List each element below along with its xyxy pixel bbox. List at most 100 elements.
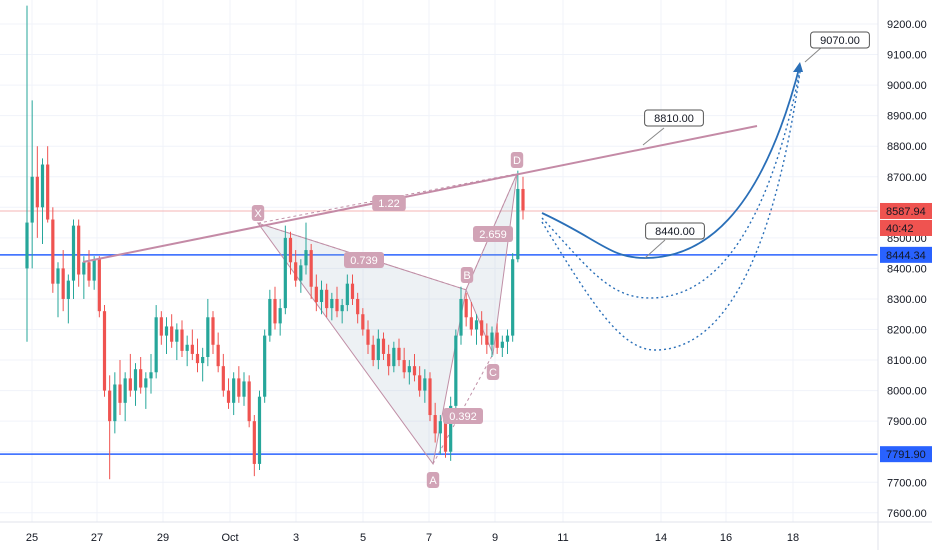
candle — [97, 256, 101, 318]
candle-body — [459, 298, 463, 336]
candle-body — [294, 262, 298, 281]
projection-dotted-path-1 — [541, 69, 801, 299]
candle-body — [511, 259, 515, 336]
candle-body — [268, 298, 272, 336]
candle-body — [376, 338, 380, 361]
candle-body — [175, 329, 179, 342]
candle — [170, 314, 174, 348]
candle-body — [433, 415, 437, 434]
y-tick-label: 8800.00 — [887, 141, 927, 153]
candle — [61, 250, 65, 312]
candle — [190, 329, 194, 361]
candle — [113, 372, 117, 434]
trend-label-pointer — [642, 127, 665, 146]
projection-target-callout-text: 9070.00 — [820, 35, 860, 47]
candle-body — [263, 335, 267, 397]
candle — [423, 369, 427, 403]
level-price-badge-text: 7791.90 — [886, 449, 926, 461]
candle — [361, 308, 365, 336]
candle-body — [356, 298, 360, 315]
y-tick-label: 8300.00 — [887, 294, 927, 306]
candle-body — [71, 225, 76, 281]
candle-body — [113, 384, 117, 422]
candle — [459, 286, 463, 345]
candle — [92, 256, 96, 290]
x-tick-label: 27 — [91, 532, 103, 544]
candle — [159, 311, 163, 345]
x-tick-label: 29 — [157, 532, 169, 544]
x-tick-label: 25 — [26, 532, 38, 544]
candle-body — [30, 176, 34, 223]
candle — [412, 353, 417, 382]
candle — [500, 335, 504, 357]
candle — [82, 256, 86, 299]
pattern-ratio-label: 2.659 — [473, 226, 513, 242]
y-tick-label: 7600.00 — [887, 508, 927, 520]
pattern-point-c: C — [486, 364, 500, 380]
candle — [164, 317, 169, 354]
x-tick-label: Oct — [221, 532, 238, 544]
candle — [123, 372, 127, 422]
y-tick-label: 8700.00 — [887, 172, 927, 184]
countdown-badge-text: 40:42 — [886, 223, 914, 235]
y-tick-label: 9100.00 — [887, 50, 927, 62]
pattern-point-c-box — [486, 364, 500, 380]
candle-body — [283, 237, 287, 309]
level-price-badge-box — [880, 446, 932, 463]
candle — [154, 305, 158, 379]
candle-body — [495, 332, 499, 348]
candle-body — [407, 366, 411, 373]
projection-low-callout-text: 8440.00 — [655, 226, 695, 238]
level-price-badge: 8444.34 — [880, 246, 932, 263]
candle — [330, 292, 334, 321]
candle — [480, 311, 484, 345]
candle — [428, 372, 432, 422]
candle — [46, 146, 50, 223]
projection-low-callout-box — [645, 222, 705, 240]
candle-body — [387, 353, 391, 367]
candle-body — [216, 344, 220, 367]
candle-body — [82, 262, 86, 275]
pattern-ratio-label-text: 0.392 — [449, 411, 477, 423]
candle — [128, 353, 132, 397]
projection-paths — [541, 46, 823, 351]
candle — [221, 353, 225, 397]
candle — [56, 262, 60, 318]
current-price-badge: 8587.94 — [880, 202, 932, 219]
candle-body — [61, 268, 65, 299]
candle-body — [66, 280, 70, 299]
candle-body — [185, 344, 189, 351]
pattern-point-b: B — [460, 267, 474, 283]
pattern-ratio-label: 0.392 — [443, 408, 483, 424]
candle — [268, 289, 272, 342]
candle-body — [159, 317, 163, 336]
candle — [376, 329, 380, 370]
candle — [505, 329, 510, 354]
grid — [0, 0, 878, 522]
candle-body — [97, 259, 101, 312]
candle-body — [257, 396, 262, 464]
candle-body — [392, 347, 396, 367]
candle — [118, 360, 122, 416]
x-tick-label: 11 — [557, 532, 568, 544]
countdown-badge-box — [880, 219, 932, 236]
candle — [139, 356, 143, 394]
pattern-ratio-label-box — [473, 226, 513, 242]
candle-body — [77, 225, 81, 275]
projection-low-callout: 8440.00 — [645, 222, 705, 240]
candle — [51, 207, 55, 293]
y-tick-label: 8400.00 — [887, 263, 927, 275]
x-tick-label: 5 — [360, 532, 366, 544]
pattern-point-b-text: B — [463, 270, 470, 282]
candle-body — [330, 298, 334, 309]
pattern-point-x-text: X — [254, 208, 262, 220]
candle — [30, 100, 34, 269]
candle — [474, 314, 479, 345]
proj-label-pointer-2 — [804, 46, 823, 63]
candle-body — [418, 375, 422, 391]
candle — [242, 372, 246, 406]
candle — [66, 274, 70, 324]
y-tick-label: 9200.00 — [887, 19, 927, 31]
projection-target-callout: 9070.00 — [810, 31, 870, 49]
